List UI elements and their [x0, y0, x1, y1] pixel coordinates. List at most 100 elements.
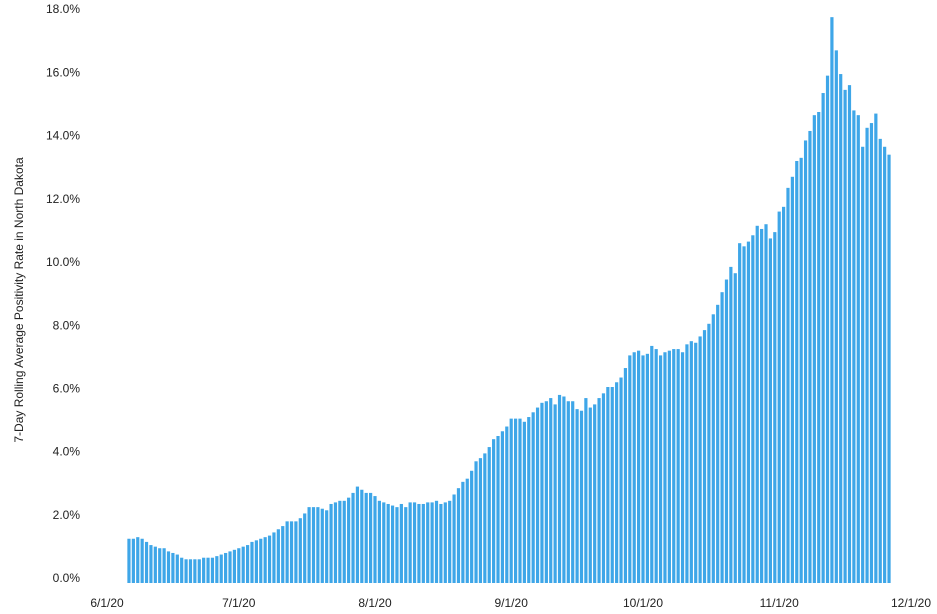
bar: [417, 503, 421, 583]
bar: [439, 503, 443, 583]
bar: [803, 140, 808, 583]
bar: [786, 187, 790, 583]
bar: [720, 292, 724, 583]
bar: [487, 447, 491, 583]
bar: [127, 538, 131, 583]
bar: [351, 492, 355, 583]
bar: [571, 401, 575, 583]
bar: [456, 488, 461, 583]
bar: [184, 559, 188, 583]
bar: [267, 535, 272, 583]
bar: [373, 496, 377, 583]
bar: [566, 401, 570, 583]
bar: [434, 500, 439, 583]
bar: [887, 154, 891, 584]
bar: [689, 341, 693, 583]
bar: [817, 111, 821, 583]
bar: [645, 353, 649, 583]
bar: [729, 266, 733, 583]
bar: [781, 206, 786, 584]
bar: [557, 394, 562, 583]
bar: [694, 342, 698, 583]
bar: [197, 559, 201, 583]
bar: [658, 355, 663, 583]
bar: [667, 350, 671, 583]
bar: [232, 549, 237, 583]
bar: [228, 551, 232, 583]
bar: [426, 502, 430, 583]
y-tick-label: 8.0%: [53, 318, 81, 332]
bar: [263, 537, 267, 583]
bar: [535, 407, 540, 583]
bar: [333, 502, 338, 583]
bar: [856, 115, 860, 584]
bar: [597, 398, 601, 583]
bar: [610, 387, 614, 583]
bar: [395, 507, 399, 583]
bar: [632, 352, 636, 583]
bar: [698, 336, 702, 583]
bar: [518, 418, 522, 583]
bar: [452, 494, 456, 583]
bar: [470, 470, 474, 583]
bar: [773, 232, 777, 583]
bar: [852, 110, 856, 584]
bar: [298, 518, 302, 583]
bar: [615, 382, 619, 583]
bar: [500, 431, 505, 583]
bar: [825, 75, 830, 584]
bar: [259, 538, 263, 583]
bar: [579, 410, 584, 583]
y-tick-label: 18.0%: [46, 2, 80, 16]
bar: [716, 304, 720, 583]
bar: [461, 481, 465, 583]
bar: [878, 138, 882, 583]
bar: [575, 409, 579, 583]
x-tick-label: 9/1/20: [495, 596, 529, 610]
bar: [628, 355, 632, 583]
bar: [641, 355, 645, 583]
bar: [140, 538, 144, 583]
bar: [883, 146, 887, 583]
bar: [377, 500, 381, 583]
bar: [742, 246, 746, 583]
bar: [131, 538, 135, 583]
bar: [241, 546, 245, 583]
bar: [707, 323, 711, 583]
bar: [188, 559, 193, 583]
bar: [777, 211, 781, 583]
bar: [553, 404, 557, 583]
bar: [404, 507, 408, 583]
bar: [821, 93, 825, 584]
bar: [834, 50, 838, 583]
bar: [149, 545, 153, 583]
x-tick-label: 11/1/20: [760, 596, 799, 610]
bar: [219, 554, 223, 583]
x-tick-label: 7/1/20: [222, 596, 256, 610]
bar: [289, 521, 294, 583]
bar: [443, 502, 447, 583]
bar: [764, 224, 768, 584]
bar: [619, 377, 623, 583]
bar: [347, 497, 351, 583]
bar: [364, 492, 368, 583]
bar: [360, 489, 364, 583]
y-tick-label: 4.0%: [53, 445, 81, 459]
bar: [250, 541, 254, 583]
bar: [430, 502, 434, 583]
bar: [390, 505, 395, 583]
bar: [711, 314, 715, 583]
bar: [153, 546, 157, 583]
bar: [588, 407, 592, 583]
bar: [623, 368, 628, 583]
bar: [733, 273, 737, 583]
bar: [755, 225, 759, 584]
bar: [685, 344, 689, 583]
bar: [584, 398, 588, 583]
bar: [166, 551, 171, 583]
bar: [158, 548, 162, 583]
bar: [847, 85, 852, 583]
bar: [702, 330, 707, 583]
bar: [549, 398, 553, 583]
